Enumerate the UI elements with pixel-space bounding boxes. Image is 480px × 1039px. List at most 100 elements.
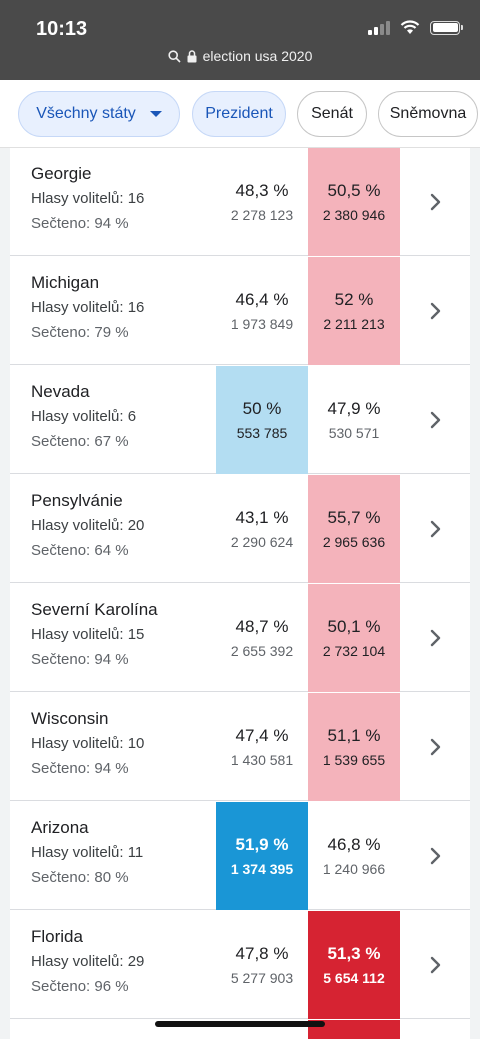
electoral-votes: Hlasy volitelů: 15: [31, 626, 145, 643]
status-icons: [368, 20, 463, 35]
democrat-result: 50 % 553 785: [216, 366, 308, 474]
state-row[interactable]: Georgie Hlasy volitelů: 16 Sečteno: 94 % 48…: [10, 148, 470, 256]
chevron-right-icon[interactable]: [424, 842, 448, 870]
chevron-right-icon[interactable]: [424, 515, 448, 543]
state-name: Pensylvánie: [31, 491, 123, 510]
state-row[interactable]: Arizona Hlasy volitelů: 11 Sečteno: 80 % 51…: [10, 802, 470, 910]
republican-votes: 2 380 946: [322, 207, 386, 223]
republican-percentage: 51,3 %: [327, 944, 381, 963]
democrat-votes: 2 290 624: [230, 534, 294, 550]
republican-result: 50,1 % 2 732 104: [308, 584, 400, 692]
democrat-votes: 553 785: [236, 425, 288, 441]
filter-president[interactable]: Prezident: [192, 91, 286, 137]
electoral-votes: Hlasy volitelů: 16: [31, 190, 145, 207]
dropdown-caret-icon: [149, 111, 162, 117]
state-name: Arizona: [31, 818, 89, 837]
electoral-votes: Hlasy volitelů: 20: [31, 517, 145, 534]
electoral-votes: Hlasy volitelů: 11: [31, 844, 144, 861]
republican-result: 51,1 % 1 539 655: [308, 693, 400, 801]
url-text: election usa 2020: [202, 48, 313, 64]
chevron-right-icon[interactable]: [424, 733, 448, 761]
republican-result: 50,5 % 2 380 946: [308, 148, 400, 256]
wifi-icon: [400, 20, 420, 34]
state-row[interactable]: Michigan Hlasy volitelů: 16 Sečteno: 79 % 4…: [10, 257, 470, 365]
democrat-percentage: 46,4 %: [235, 290, 289, 309]
republican-votes: 5 654 112: [323, 970, 385, 986]
republican-votes: 530 571: [328, 425, 380, 441]
counted-percentage: Sečteno: 67 %: [31, 433, 129, 450]
republican-result: 55,7 % 2 965 636: [308, 475, 400, 583]
battery-icon: [430, 20, 463, 35]
filter-house-label: Sněmovna: [389, 105, 467, 122]
chevron-right-icon[interactable]: [424, 188, 448, 216]
home-indicator[interactable]: [155, 1021, 325, 1027]
republican-result: [308, 1020, 400, 1039]
counted-percentage: Sečteno: 80 %: [31, 869, 129, 886]
democrat-result: 47,8 % 5 277 903: [216, 911, 308, 1019]
republican-percentage: 51,1 %: [327, 726, 381, 745]
democrat-votes: 1 973 849: [230, 316, 294, 332]
state-row[interactable]: Wisconsin Hlasy volitelů: 10 Sečteno: 94 %…: [10, 693, 470, 801]
counted-percentage: Sečteno: 94 %: [31, 651, 129, 668]
state-name: Florida: [31, 927, 83, 946]
state-row[interactable]: Pensylvánie Hlasy volitelů: 20 Sečteno: 64…: [10, 475, 470, 583]
electoral-votes: Hlasy volitelů: 10: [31, 735, 145, 752]
counted-percentage: Sečteno: 96 %: [31, 978, 129, 995]
search-icon: [168, 49, 181, 63]
republican-votes: 2 732 104: [322, 643, 386, 659]
democrat-votes: 1 430 581: [230, 752, 294, 768]
republican-percentage: 55,7 %: [327, 508, 381, 527]
electoral-votes: Hlasy volitelů: 29: [31, 953, 145, 970]
counted-percentage: Sečteno: 94 %: [31, 215, 129, 232]
state-row[interactable]: Nevada Hlasy volitelů: 6 Sečteno: 67 % 50 %…: [10, 366, 470, 474]
republican-votes: 2 211 213: [323, 316, 385, 332]
republican-votes: 1 539 655: [322, 752, 386, 768]
democrat-percentage: 48,3 %: [235, 181, 289, 200]
state-row[interactable]: [10, 1020, 470, 1039]
democrat-percentage: 51,9 %: [235, 835, 289, 854]
filter-senate-label: Senát: [311, 105, 353, 122]
filter-house[interactable]: Sněmovna: [378, 91, 478, 137]
counted-percentage: Sečteno: 79 %: [31, 324, 129, 341]
republican-percentage: 50,1 %: [327, 617, 381, 636]
electoral-votes: Hlasy volitelů: 6: [31, 408, 137, 425]
democrat-result: 48,7 % 2 655 392: [216, 584, 308, 692]
counted-percentage: Sečteno: 64 %: [31, 542, 129, 559]
state-row[interactable]: Florida Hlasy volitelů: 29 Sečteno: 96 % 47…: [10, 911, 470, 1019]
republican-result: 51,3 % 5 654 112: [308, 911, 400, 1019]
democrat-votes: 2 278 123: [230, 207, 294, 223]
democrat-result: 43,1 % 2 290 624: [216, 475, 308, 583]
republican-result: 46,8 % 1 240 966: [308, 802, 400, 910]
counted-percentage: Sečteno: 94 %: [31, 760, 129, 777]
state-name: Nevada: [31, 382, 90, 401]
cellular-signal-icon: [368, 20, 390, 35]
republican-votes: 1 240 966: [322, 861, 386, 877]
filter-president-label: Prezident: [205, 105, 273, 122]
status-bar: 10:13 election usa 2020: [0, 0, 480, 80]
democrat-percentage: 43,1 %: [235, 508, 289, 527]
electoral-votes: Hlasy volitelů: 16: [31, 299, 145, 316]
state-name: Wisconsin: [31, 709, 109, 728]
chevron-right-icon[interactable]: [424, 297, 448, 325]
republican-percentage: 46,8 %: [327, 835, 381, 854]
democrat-percentage: 50 %: [242, 399, 282, 418]
filter-chips: Všechny státy Prezident Senát Sněmovna: [0, 80, 480, 148]
democrat-result: 47,4 % 1 430 581: [216, 693, 308, 801]
republican-percentage: 52 %: [334, 290, 374, 309]
chevron-right-icon[interactable]: [424, 951, 448, 979]
status-time: 10:13: [36, 18, 88, 40]
state-name: Severní Karolína: [31, 600, 158, 619]
address-bar[interactable]: election usa 2020: [0, 48, 480, 64]
filter-all-states[interactable]: Všechny státy: [18, 91, 180, 137]
chevron-right-icon[interactable]: [424, 624, 448, 652]
filter-senate[interactable]: Senát: [297, 91, 367, 137]
state-results-list: Georgie Hlasy volitelů: 16 Sečteno: 94 % 48…: [10, 148, 470, 1039]
chevron-right-icon[interactable]: [424, 406, 448, 434]
democrat-percentage: 48,7 %: [235, 617, 289, 636]
republican-percentage: 47,9 %: [327, 399, 381, 418]
democrat-result: 51,9 % 1 374 395: [216, 802, 308, 910]
democrat-result: 46,4 % 1 973 849: [216, 257, 308, 365]
state-row[interactable]: Severní Karolína Hlasy volitelů: 15 Sečten…: [10, 584, 470, 692]
state-name: Georgie: [31, 164, 92, 183]
lock-icon: [187, 49, 197, 62]
